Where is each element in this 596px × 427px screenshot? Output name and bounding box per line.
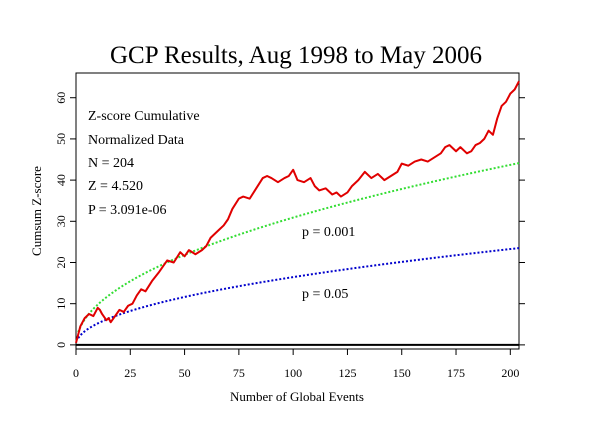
x-tick-label: 125 [338, 366, 356, 380]
y-tick-label: 60 [54, 92, 68, 104]
stats-line-1: Z-score Cumulative [88, 109, 200, 124]
y-tick-label: 0 [54, 342, 68, 348]
p0001-threshold-line [77, 162, 520, 333]
x-tick-label: 0 [73, 366, 79, 380]
x-tick-label: 200 [501, 366, 519, 380]
y-tick-label: 30 [54, 215, 68, 227]
stats-line-5: P = 3.091e-06 [88, 203, 167, 218]
x-axis: 0 25 50 75 100 125 150 175 200 [73, 349, 519, 380]
stats-line-3: N = 204 [88, 156, 134, 171]
stats-annotation: Z-score Cumulative Normalized Data N = 2… [88, 109, 200, 218]
x-axis-label: Number of Global Events [230, 389, 364, 404]
p005-label: p = 0.05 [302, 287, 348, 302]
stats-line-4: Z = 4.520 [88, 179, 143, 194]
p005-threshold-line [77, 247, 520, 339]
x-tick-label: 175 [447, 366, 465, 380]
stats-line-2: Normalized Data [88, 133, 185, 148]
y-tick-label: 10 [54, 298, 68, 310]
y-tick-label: 50 [54, 133, 68, 145]
x-tick-label: 150 [393, 366, 411, 380]
x-tick-label: 100 [284, 366, 302, 380]
y-tick-label: 40 [54, 174, 68, 186]
cumulative-zscore-line [75, 80, 520, 344]
x-tick-label: 50 [179, 366, 191, 380]
x-tick-label: 75 [233, 366, 245, 380]
y-tick-label: 20 [54, 256, 68, 268]
y-axis: 0 10 20 30 40 50 60 [54, 92, 525, 348]
chart-title: GCP Results, Aug 1998 to May 2006 [110, 42, 482, 69]
plot-area-frame [75, 72, 520, 350]
y-axis-label: Cumsum Z-score [29, 166, 44, 256]
p0001-label: p = 0.001 [302, 225, 355, 240]
x-tick-label: 25 [124, 366, 136, 380]
